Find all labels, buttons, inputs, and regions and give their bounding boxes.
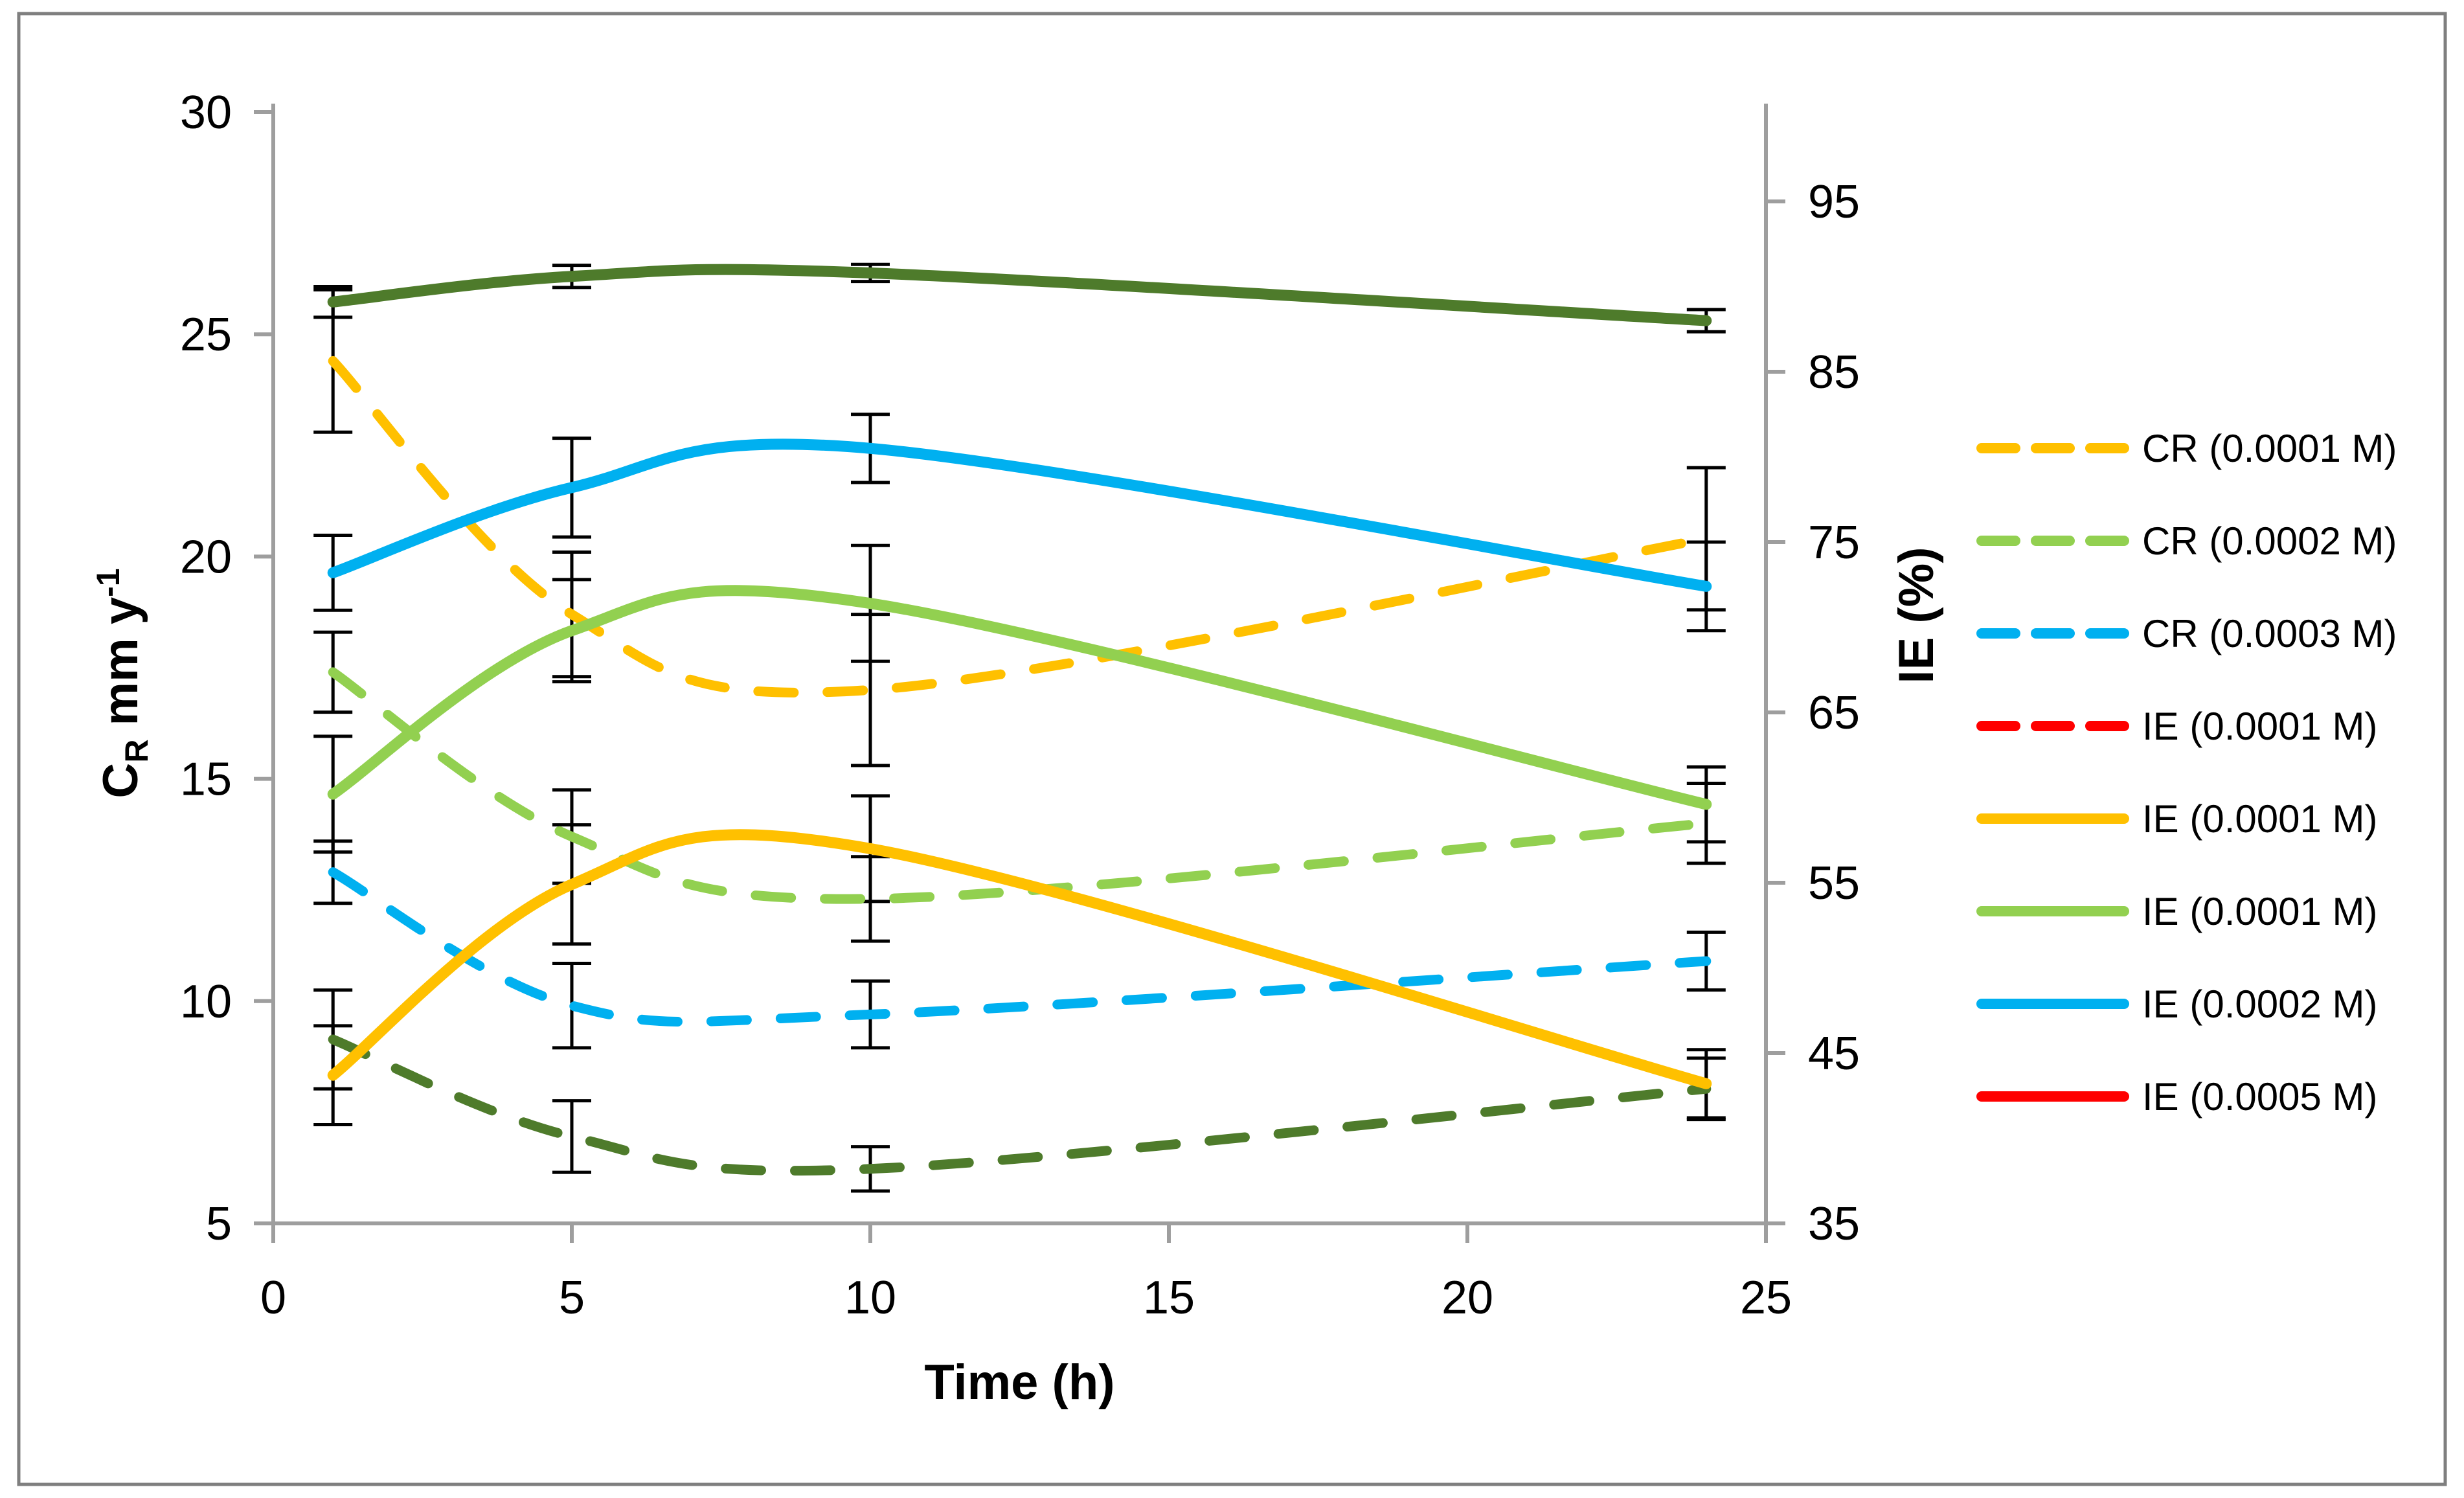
legend-item-label: IE (0.0001 M): [2142, 797, 2378, 841]
legend-item-7: IE (0.0002 M): [1976, 982, 2378, 1026]
legend-item-6: IE (0.0001 M): [1976, 890, 2378, 933]
right-axis-tick-label: 55: [1808, 857, 1860, 909]
legend-item-label: CR (0.0001 M): [2142, 427, 2397, 470]
x-axis-tick-label: 5: [559, 1272, 585, 1324]
legend-item-label: IE (0.0005 M): [2142, 1075, 2378, 1118]
legend-item-2: CR (0.0002 M): [1976, 519, 2397, 563]
legend-item-3: CR (0.0003 M): [1976, 612, 2397, 655]
left-axis-tick-label: 10: [180, 976, 232, 1028]
left-axis-tick-label: 30: [180, 87, 232, 139]
series-line-cr-0-0001-m--0: [328, 356, 1712, 698]
legend-item-label: IE (0.0002 M): [2142, 982, 2378, 1026]
series-line-cr-0-0002-m--1: [328, 667, 1712, 904]
right-axis-tick-label: 35: [1808, 1198, 1860, 1250]
error-bars-layer: [313, 262, 1726, 1193]
left-axis-tick-label: 5: [206, 1198, 232, 1250]
legend-item-label: CR (0.0003 M): [2142, 612, 2397, 655]
series-line-ie-0-0002-m--6: [327, 438, 1712, 592]
legend-item-5: IE (0.0001 M): [1976, 797, 2378, 841]
legend-item-8: IE (0.0005 M): [1976, 1075, 2378, 1118]
error-bars-1: [313, 288, 1726, 767]
x-axis-tick-label: 0: [260, 1272, 286, 1324]
series-lines-layer: [327, 264, 1712, 1176]
x-axis-tick-label: 10: [844, 1272, 896, 1324]
left-axis-tick-label: 25: [180, 309, 232, 361]
x-axis-tick-label: 20: [1441, 1272, 1493, 1324]
figure-border-rect: [17, 12, 2447, 1486]
figure-border: [17, 12, 2447, 1486]
left-axis-tick-label: 20: [180, 531, 232, 583]
series-line-ie-0-0001-m--5: [327, 585, 1712, 810]
error-bars-6: [313, 543, 1726, 854]
axes-layer: [254, 104, 1785, 1243]
x-axis-tick-label: 15: [1143, 1272, 1195, 1324]
x-axis-title: Time (h): [924, 1355, 1114, 1410]
series-line-ie-0-0001-m--4: [327, 829, 1712, 1089]
legend-item-1: CR (0.0001 M): [1976, 427, 2397, 470]
error-bars-3: [313, 839, 1726, 1050]
legend: CR (0.0001 M) CR (0.0002 M) CR (0.0003 M) I…: [1976, 427, 2397, 1118]
error-bars-7: [313, 413, 1726, 633]
right-axis-tick-label: 95: [1808, 176, 1860, 228]
right-axis-tick-label: 45: [1808, 1028, 1860, 1080]
right-axis-title: IE (%): [1889, 547, 1944, 683]
x-axis-tick-label: 25: [1740, 1272, 1792, 1324]
series-line-cr-0-0003-m--2: [328, 867, 1712, 1027]
left-axis-tick-label: 15: [180, 754, 232, 806]
legend-item-label: CR (0.0002 M): [2142, 519, 2397, 563]
right-axis-tick-label: 65: [1808, 687, 1860, 739]
right-axis-tick-label: 75: [1808, 517, 1860, 569]
series-line-ie-0-0005-m--7: [327, 264, 1712, 326]
series-line-ie-0-0001-m--3: [328, 1034, 1712, 1176]
error-bars-2: [313, 630, 1726, 943]
legend-item-label: IE (0.0001 M): [2142, 705, 2378, 748]
legend-item-label: IE (0.0001 M): [2142, 890, 2378, 933]
legend-item-4: IE (0.0001 M): [1976, 705, 2378, 748]
left-axis-title: CR mm y-1: [90, 568, 155, 798]
right-axis-tick-label: 85: [1808, 346, 1860, 398]
